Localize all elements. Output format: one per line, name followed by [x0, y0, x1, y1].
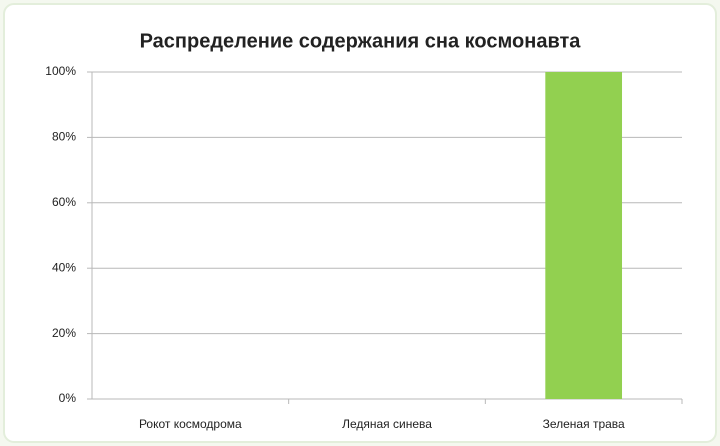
y-tick-label: 80% [52, 130, 76, 144]
y-tick-label: 20% [52, 326, 76, 340]
chart-frame [3, 3, 717, 443]
x-tick-label: Ледяная синева [342, 417, 432, 431]
bar [545, 72, 623, 399]
x-tick-label: Рокот космодрома [139, 417, 242, 431]
y-tick-label: 40% [52, 260, 76, 274]
y-tick-label: 0% [59, 391, 77, 405]
y-tick-label: 100% [45, 64, 76, 78]
x-tick-label: Зеленая трава [543, 417, 625, 431]
y-tick-label: 60% [52, 195, 76, 209]
chart-title: Распределение содержания сна космонавта [140, 30, 582, 52]
